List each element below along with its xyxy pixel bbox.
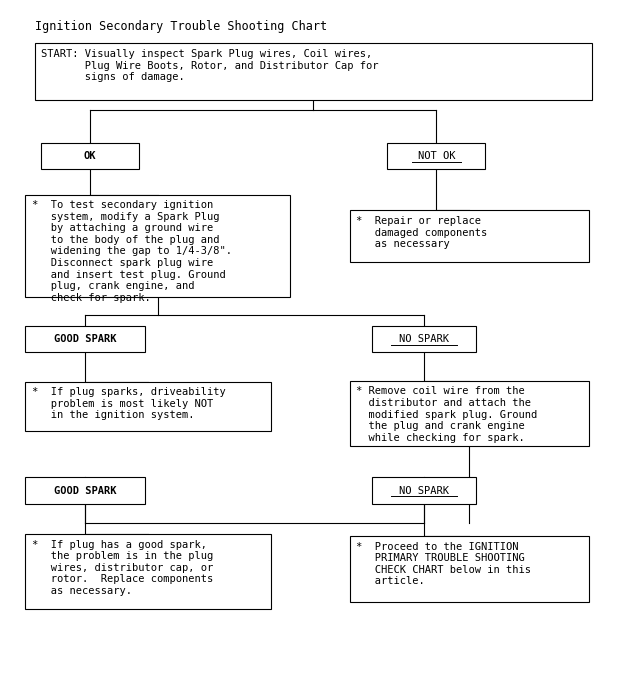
Text: START: Visually inspect Spark Plug wires, Coil wires,
       Plug Wire Boots, Ro: START: Visually inspect Spark Plug wires…: [41, 49, 379, 82]
Text: NO SPARK: NO SPARK: [399, 486, 449, 495]
Text: *  If plug has a good spark,
   the problem is in the plug
   wires, distributor: * If plug has a good spark, the problem …: [32, 540, 213, 596]
FancyBboxPatch shape: [350, 210, 589, 262]
Text: *  If plug sparks, driveability
   problem is most likely NOT
   in the ignition: * If plug sparks, driveability problem i…: [32, 387, 226, 420]
Text: *  Proceed to the IGNITION
   PRIMARY TROUBLE SHOOTING
   CHECK CHART below in t: * Proceed to the IGNITION PRIMARY TROUBL…: [356, 542, 531, 586]
Text: *  Repair or replace
   damaged components
   as necessary: * Repair or replace damaged components a…: [356, 216, 487, 249]
FancyBboxPatch shape: [35, 43, 592, 100]
Text: GOOD SPARK: GOOD SPARK: [54, 486, 117, 495]
FancyBboxPatch shape: [25, 195, 290, 297]
FancyBboxPatch shape: [25, 534, 271, 609]
Text: NO SPARK: NO SPARK: [399, 334, 449, 344]
FancyBboxPatch shape: [41, 143, 139, 169]
FancyBboxPatch shape: [25, 326, 145, 352]
FancyBboxPatch shape: [350, 536, 589, 602]
Text: GOOD SPARK: GOOD SPARK: [54, 334, 117, 344]
FancyBboxPatch shape: [25, 477, 145, 504]
Text: Ignition Secondary Trouble Shooting Chart: Ignition Secondary Trouble Shooting Char…: [35, 20, 327, 33]
FancyBboxPatch shape: [387, 143, 485, 169]
Text: * Remove coil wire from the
  distributor and attach the
  modified spark plug. : * Remove coil wire from the distributor …: [356, 386, 537, 443]
Text: NOT OK: NOT OK: [418, 151, 455, 161]
Text: *  To test secondary ignition
   system, modify a Spark Plug
   by attaching a g: * To test secondary ignition system, mod…: [32, 200, 231, 303]
FancyBboxPatch shape: [372, 326, 476, 352]
FancyBboxPatch shape: [25, 382, 271, 431]
Text: OK: OK: [84, 151, 96, 161]
FancyBboxPatch shape: [372, 477, 476, 504]
FancyBboxPatch shape: [350, 381, 589, 446]
